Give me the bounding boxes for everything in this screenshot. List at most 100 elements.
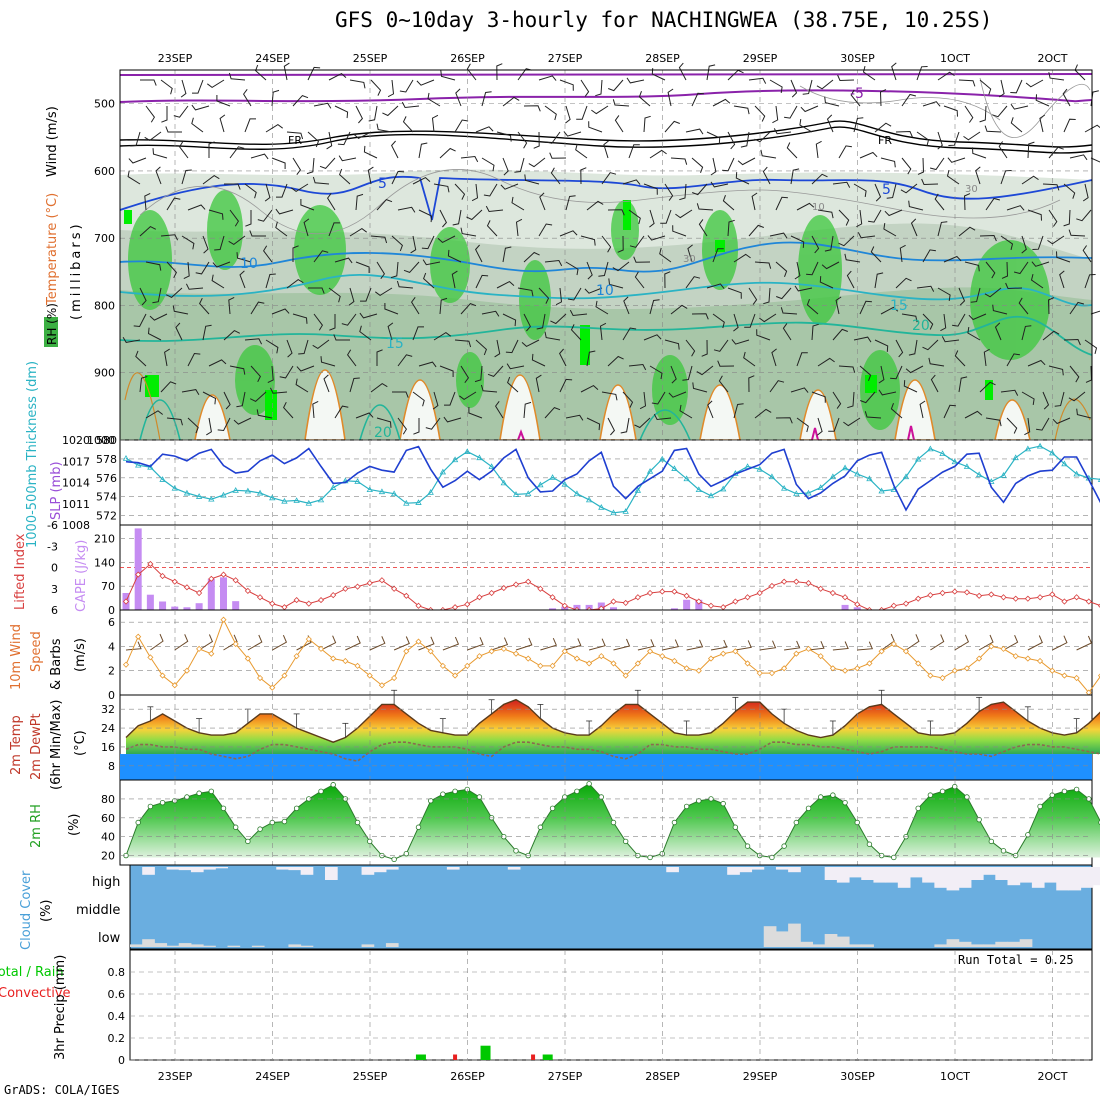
rh-marker — [744, 843, 751, 849]
wind-barb — [713, 339, 729, 352]
date-axis-bottom: 23SEP 24SEP 25SEP 26SEP 27SEP 28SEP 29SEP 30SEP… — [158, 1070, 1068, 1083]
wind-barb — [1021, 235, 1027, 254]
lifted-index-marker — [634, 594, 641, 601]
wind-barb — [743, 351, 756, 367]
wind-barb — [1024, 417, 1031, 436]
wind-barb — [211, 274, 225, 289]
lifted-index-marker — [122, 598, 130, 605]
wind-barb — [878, 389, 897, 396]
upper-ylabel: RH (%) Temperature (°C) Wind (m/s) — [44, 106, 60, 347]
wind-barb — [790, 168, 800, 185]
wind-barb — [1063, 338, 1081, 346]
wind-barb — [328, 72, 347, 81]
wind-barb-10m — [564, 638, 582, 651]
wind-barb — [790, 235, 805, 248]
wind-barb — [349, 79, 366, 89]
wind-barb — [928, 357, 945, 367]
cape-bar — [183, 607, 191, 610]
wind-barb — [819, 276, 834, 289]
wind-barb — [691, 313, 709, 320]
wind-barb — [312, 339, 330, 350]
wind-barb — [264, 183, 271, 202]
slp-marker — [793, 490, 800, 497]
rh-marker — [781, 843, 787, 849]
cloud-low-bar — [958, 941, 972, 947]
cloud-low-bar — [227, 945, 241, 947]
lifted-index-marker — [500, 584, 507, 592]
wind-barb — [1000, 170, 1012, 185]
wind-barb — [692, 183, 708, 196]
wind-barb — [649, 209, 655, 228]
wind-barb — [139, 226, 157, 237]
wind-barb — [580, 79, 590, 97]
wind-barb — [135, 350, 147, 367]
wind-barb — [437, 235, 456, 244]
wind-barb — [1027, 359, 1046, 367]
wind-barb — [570, 324, 582, 341]
wind-barb — [922, 101, 941, 107]
wind-barb — [815, 140, 822, 159]
wind-barb — [698, 219, 708, 237]
wind-barb — [223, 391, 231, 410]
slp-marker — [525, 490, 532, 497]
wind-barb — [859, 365, 872, 381]
slp-marker — [1049, 449, 1056, 456]
lifted-index-marker — [610, 598, 617, 605]
wind-barb — [790, 387, 809, 393]
wind-barb — [874, 183, 882, 202]
wind-barb — [300, 199, 315, 211]
wind-barb — [480, 384, 498, 393]
wind-speed-marker — [391, 674, 398, 682]
wind-barb — [1063, 118, 1076, 133]
wind-barb — [565, 195, 576, 211]
temp-tick-label: 16 — [101, 741, 115, 754]
wind-speed-marker — [439, 662, 446, 669]
wind-barb — [391, 235, 403, 252]
temp-label-line3: (6hr Min/Max) — [49, 700, 64, 790]
lifted-index-marker — [342, 585, 349, 592]
wind-barb — [181, 235, 195, 250]
wind-barb — [628, 363, 647, 371]
wind-barb — [376, 261, 386, 279]
wind-barb — [348, 287, 355, 306]
wind-barb — [387, 79, 395, 98]
wind-barb — [244, 118, 256, 133]
wind-barb — [1001, 261, 1009, 279]
contour-label: 10 — [812, 202, 825, 213]
wind-barb — [679, 404, 693, 419]
cloud-high-bar — [1068, 867, 1082, 891]
wind-speed-marker — [720, 650, 727, 657]
date-label-bottom: 24SEP — [255, 1070, 290, 1083]
wind-barb — [800, 105, 819, 113]
slp-marker — [756, 465, 763, 472]
wind-barb — [908, 200, 924, 211]
wind-barb — [505, 339, 519, 354]
slp-marker — [415, 499, 422, 505]
wind-barb — [687, 244, 693, 263]
wind-barb — [244, 338, 263, 345]
rh-marker — [367, 838, 373, 845]
cloud-high-bar — [666, 867, 679, 873]
wind-barb — [555, 287, 563, 306]
wind-barb — [773, 128, 792, 135]
wind-barb-10m — [857, 641, 874, 651]
wind-barb — [166, 417, 183, 426]
wind-barb — [905, 365, 924, 374]
wind-speed-marker — [963, 665, 971, 672]
wind-barb — [195, 261, 210, 275]
wind-barb — [355, 105, 364, 124]
wind-barb — [432, 391, 439, 410]
rh-marker — [720, 800, 726, 807]
wind-speed-marker — [683, 665, 690, 672]
wind-barb — [152, 287, 162, 304]
wind-barb — [433, 183, 450, 193]
wind-barb — [313, 102, 332, 109]
wind-speed-marker — [841, 667, 849, 674]
wind-barb — [359, 325, 372, 341]
wind-barb — [874, 339, 889, 352]
wind-speed-marker — [464, 662, 471, 669]
wind-barb — [140, 79, 157, 86]
cloud-level-middle: middle — [76, 903, 120, 918]
total-rain-label: Total / Rain — [0, 965, 64, 980]
